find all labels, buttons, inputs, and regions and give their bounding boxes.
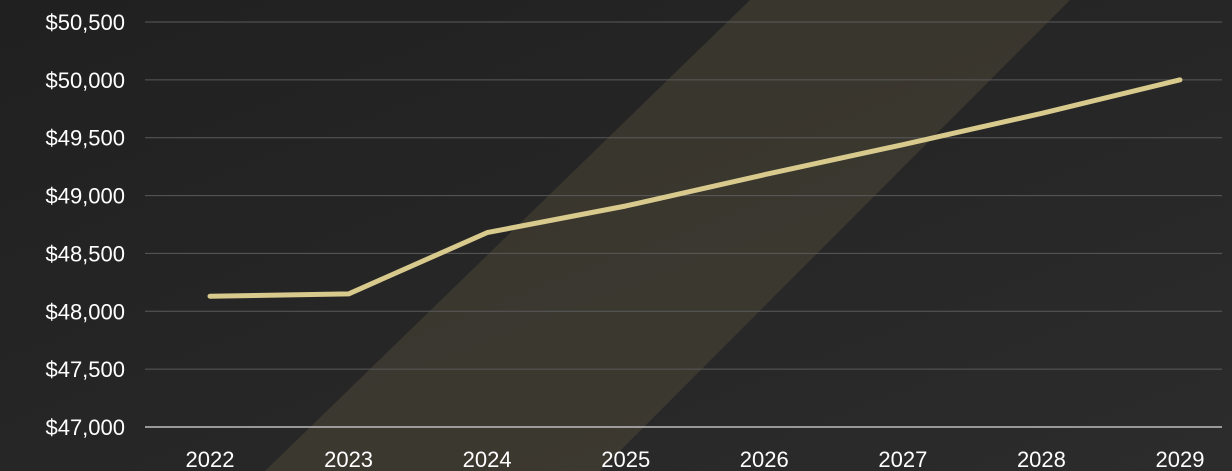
x-tick-label: 2024 bbox=[463, 447, 512, 471]
x-tick-label: 2027 bbox=[878, 447, 927, 471]
y-tick-label: $49,000 bbox=[45, 184, 125, 209]
series-line bbox=[207, 77, 1183, 299]
y-tick-label: $47,000 bbox=[45, 415, 125, 440]
y-tick-label: $47,500 bbox=[45, 357, 125, 382]
y-tick-label: $50,500 bbox=[45, 10, 125, 35]
x-tick-label: 2028 bbox=[1017, 447, 1066, 471]
x-tick-label: 2026 bbox=[740, 447, 789, 471]
x-tick-label: 2025 bbox=[601, 447, 650, 471]
x-axis-tick-labels: 2022 2023 2024 2025 2026 2027 2028 2029 bbox=[186, 447, 1205, 471]
decorative-diagonal-band bbox=[265, 0, 1070, 471]
y-tick-label: $50,000 bbox=[45, 68, 125, 93]
x-tick-label: 2029 bbox=[1156, 447, 1205, 471]
x-tick-label: 2022 bbox=[186, 447, 235, 471]
series-lines bbox=[207, 77, 1183, 299]
y-tick-label: $49,500 bbox=[45, 126, 125, 151]
y-tick-label: $48,500 bbox=[45, 241, 125, 266]
gridlines bbox=[145, 21, 1222, 428]
x-tick-label: 2023 bbox=[324, 447, 373, 471]
y-axis-tick-labels: $47,000 $47,500 $48,000 $48,500 $49,000 $49,5… bbox=[45, 10, 125, 440]
y-tick-label: $48,000 bbox=[45, 299, 125, 324]
